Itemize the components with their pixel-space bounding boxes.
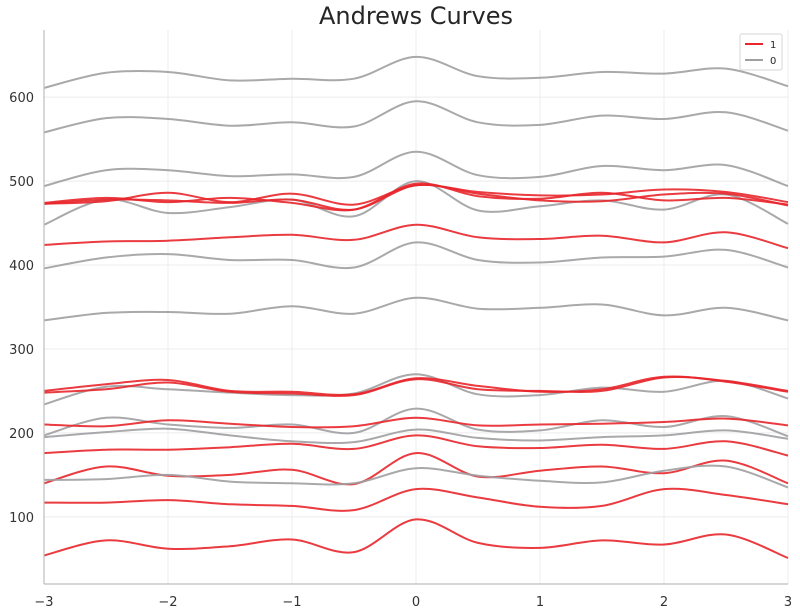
y-tick-label: 500 (9, 175, 34, 190)
curve-class-0 (43, 150, 789, 188)
curve-class-0 (43, 180, 789, 226)
curve-class-0 (43, 373, 789, 406)
curve-class-0 (43, 427, 789, 445)
legend-label: 0 (770, 56, 776, 67)
legend: 10 (739, 33, 783, 71)
curve-class-0 (43, 464, 789, 489)
y-tick-label: 600 (9, 91, 34, 106)
y-tick-label: 200 (9, 427, 34, 442)
legend-label: 1 (770, 40, 776, 51)
x-tick-label: 0 (412, 595, 420, 610)
x-tick-label: 1 (536, 595, 544, 610)
curve-class-1 (43, 434, 789, 457)
curve-class-0 (43, 407, 789, 438)
x-tick-label: 3 (784, 595, 792, 610)
curve-class-1 (43, 182, 789, 212)
curve-class-1 (43, 518, 789, 559)
y-tick-label: 300 (9, 343, 34, 358)
x-tick-label: 2 (660, 595, 668, 610)
curve-class-1 (43, 416, 789, 429)
curve-class-1 (43, 223, 789, 250)
curve-class-0 (43, 55, 789, 89)
y-tick-label: 400 (9, 259, 34, 274)
y-axis: 100 200 300 400 500 600 (9, 91, 34, 526)
curve-class-0 (43, 296, 789, 322)
x-tick-label: −3 (34, 595, 53, 610)
chart-title: Andrews Curves (319, 2, 513, 30)
y-tick-label: 100 (9, 511, 34, 526)
x-tick-label: −1 (282, 595, 301, 610)
curve-class-1 (43, 375, 789, 397)
curve-class-0 (43, 241, 789, 270)
curve-class-0 (43, 100, 789, 134)
x-tick-label: −2 (158, 595, 177, 610)
curve-class-1 (43, 487, 789, 512)
curves (43, 55, 789, 559)
curve-class-1 (43, 183, 789, 211)
x-axis: −3 −2 −1 0 1 2 3 (34, 595, 792, 610)
